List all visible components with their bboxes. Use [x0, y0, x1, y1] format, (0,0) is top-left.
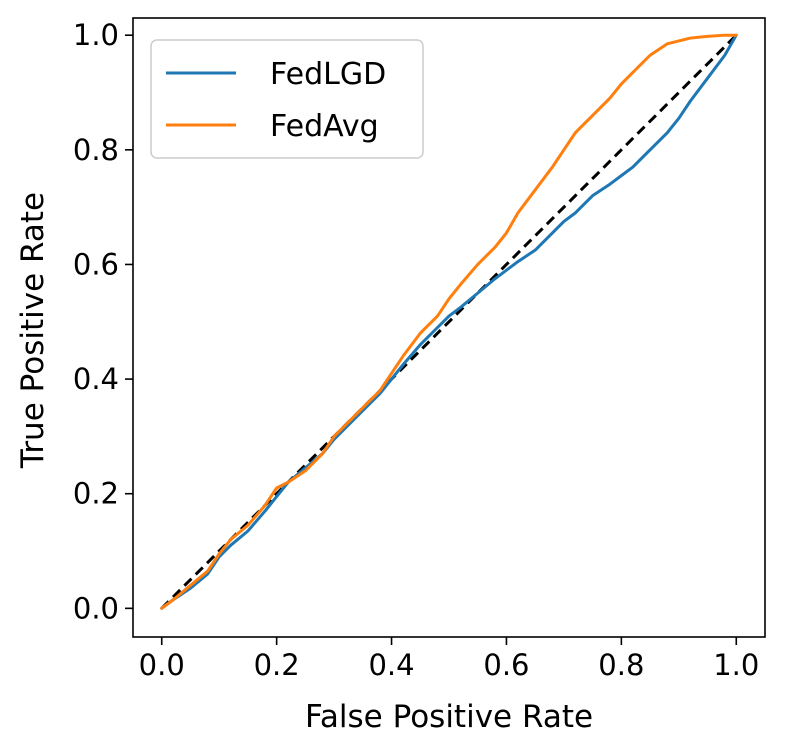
y-tick-label: 0.8: [73, 133, 119, 167]
axes-frame: [132, 17, 766, 638]
y-tick-label: 0.0: [73, 591, 119, 625]
y-tick-label: 0.4: [73, 362, 119, 396]
axes: 0.0 0.2 0.4 0.6 0.8 1.0 0.0 0.2 0.4 0.6 0.8 1.0: [73, 17, 766, 682]
legend-label-fedavg: FedAvg: [270, 109, 379, 144]
y-tick-label: 1.0: [73, 18, 119, 52]
x-tick-label: 0.6: [483, 648, 529, 682]
series-line-fedlgd: [160, 33, 738, 610]
y-tick-label: 0.2: [73, 477, 119, 511]
x-tick-label: 0.2: [254, 648, 300, 682]
x-tick-label: 0.4: [368, 648, 414, 682]
y-tick-label: 0.6: [73, 247, 119, 281]
x-tick-label: 0.8: [598, 648, 644, 682]
x-tick-label: 1.0: [713, 648, 759, 682]
series-line-fedavg: [160, 33, 738, 610]
legend: FedLGD FedAvg: [150, 39, 424, 159]
x-tick-label: 0.0: [139, 648, 185, 682]
x-axis-label: False Positive Rate: [305, 699, 593, 735]
legend-frame: [150, 39, 424, 159]
legend-label-fedlgd: FedLGD: [270, 57, 386, 92]
plot-area: [160, 33, 738, 610]
y-axis-label: True Positive Rate: [15, 192, 51, 469]
